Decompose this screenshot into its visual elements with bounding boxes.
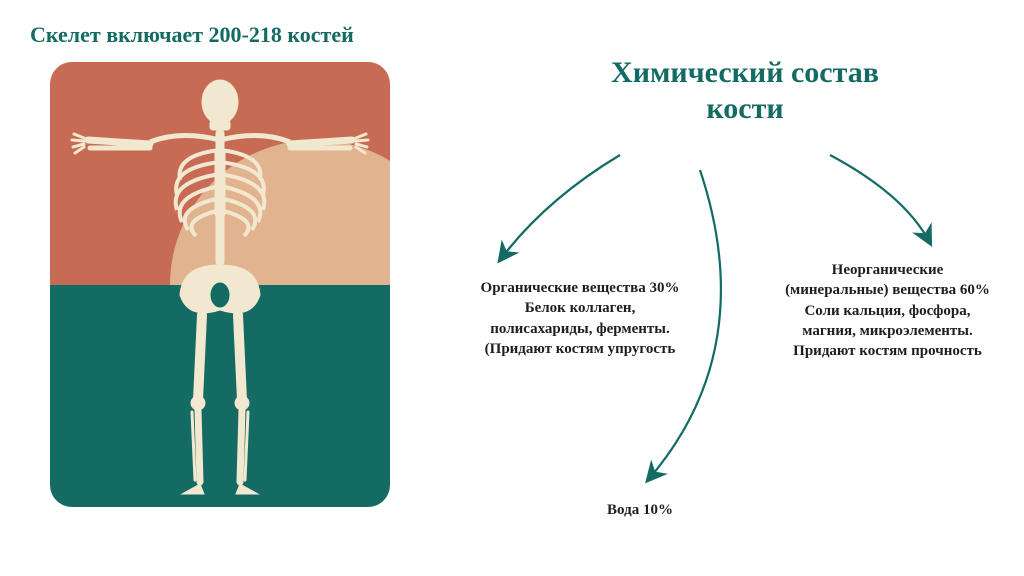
organic-block: Органические вещества 30%Белок коллаген,…: [440, 278, 720, 359]
arrow-right: [830, 155, 930, 243]
inorganic-block: Неорганические(минеральные) вещества 60%…: [760, 260, 1015, 361]
water-block: Вода 10%: [580, 500, 700, 520]
arrow-left: [500, 155, 620, 260]
